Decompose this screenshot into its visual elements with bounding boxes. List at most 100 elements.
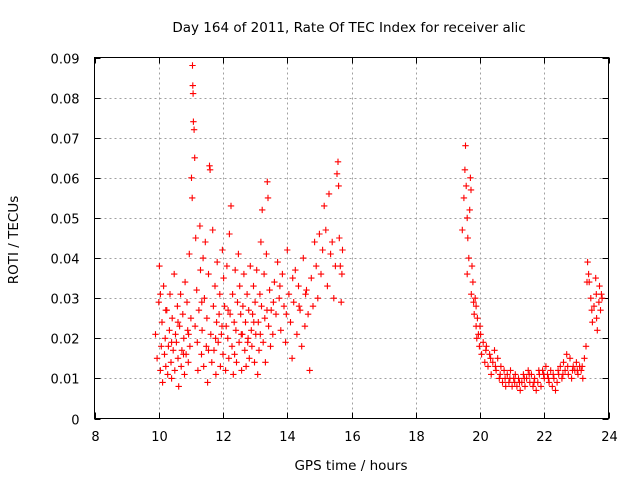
data-point — [246, 355, 253, 362]
data-point — [492, 363, 499, 370]
data-point — [165, 343, 172, 350]
data-point — [290, 299, 297, 306]
data-point — [174, 319, 182, 326]
data-point — [222, 367, 229, 374]
data-point — [480, 339, 487, 346]
data-point — [553, 379, 561, 386]
data-point — [236, 282, 243, 290]
data-point — [162, 307, 169, 314]
data-point — [460, 194, 468, 202]
data-point — [563, 351, 570, 358]
x-tick-label: 24 — [601, 430, 618, 445]
data-point — [184, 327, 191, 334]
data-point — [302, 291, 309, 298]
data-point — [192, 234, 199, 242]
data-point — [258, 303, 265, 310]
data-point — [265, 323, 272, 330]
data-point — [161, 351, 168, 358]
data-point — [176, 323, 183, 330]
data-point — [238, 367, 245, 374]
data-point — [190, 118, 197, 125]
data-point — [231, 351, 238, 358]
data-point — [206, 162, 213, 169]
data-point — [214, 258, 221, 266]
data-point — [153, 355, 161, 362]
data-point — [322, 226, 329, 234]
data-point — [308, 274, 315, 282]
data-point — [330, 295, 337, 302]
data-point — [235, 250, 242, 258]
data-point — [333, 170, 341, 177]
y-tick-label: 0.04 — [51, 253, 80, 268]
data-point — [464, 234, 471, 242]
data-point — [296, 307, 304, 314]
data-point — [597, 307, 604, 314]
data-point — [172, 331, 179, 338]
data-point — [470, 299, 477, 306]
data-point — [164, 371, 171, 378]
data-point — [292, 266, 299, 274]
data-point — [338, 270, 346, 278]
data-point — [185, 331, 192, 338]
data-point — [565, 371, 572, 378]
data-point — [240, 270, 248, 278]
data-point — [476, 323, 484, 330]
data-point — [502, 383, 509, 390]
data-point — [166, 327, 173, 334]
data-point — [488, 371, 495, 378]
data-point — [581, 355, 588, 362]
data-point — [579, 363, 586, 370]
data-point — [478, 351, 485, 358]
data-point — [162, 363, 169, 370]
data-point — [178, 347, 186, 354]
data-point — [325, 190, 333, 198]
data-point — [223, 262, 231, 270]
data-point — [564, 363, 571, 370]
data-point — [336, 234, 343, 242]
data-point — [295, 303, 303, 310]
data-point — [513, 383, 521, 390]
data-point — [521, 383, 529, 390]
x-tick-label: 10 — [151, 430, 168, 445]
data-point — [241, 347, 248, 354]
data-point — [221, 303, 228, 310]
data-point — [462, 142, 469, 149]
data-point — [251, 299, 259, 306]
data-point — [484, 363, 492, 370]
data-point — [217, 363, 224, 370]
x-tick-label: 8 — [91, 430, 99, 445]
data-point — [334, 158, 342, 165]
data-point — [261, 315, 268, 322]
data-point — [516, 379, 523, 386]
data-point — [463, 182, 470, 190]
data-point — [276, 282, 284, 290]
data-point — [171, 270, 178, 278]
data-point — [337, 262, 344, 270]
data-point — [477, 331, 484, 338]
data-point — [263, 307, 271, 314]
data-point — [186, 250, 193, 258]
x-tick-label: 22 — [536, 430, 553, 445]
data-point — [158, 343, 165, 350]
data-point — [588, 307, 595, 314]
data-point — [500, 367, 508, 374]
data-point — [482, 347, 489, 354]
data-point — [270, 299, 277, 306]
data-point — [218, 323, 226, 330]
data-point — [160, 282, 167, 290]
data-point — [587, 295, 594, 302]
data-point — [272, 311, 280, 318]
data-point — [542, 363, 550, 370]
data-point — [311, 238, 318, 246]
data-point — [201, 295, 208, 302]
data-point — [319, 246, 326, 254]
data-point — [560, 359, 567, 366]
data-point — [335, 182, 342, 190]
x-tick-label: 16 — [344, 430, 361, 445]
data-point — [219, 351, 227, 358]
data-point — [224, 307, 232, 314]
data-point — [208, 359, 215, 366]
data-point — [210, 303, 217, 310]
y-tick-label: 0.07 — [51, 133, 80, 148]
data-point — [183, 299, 191, 306]
